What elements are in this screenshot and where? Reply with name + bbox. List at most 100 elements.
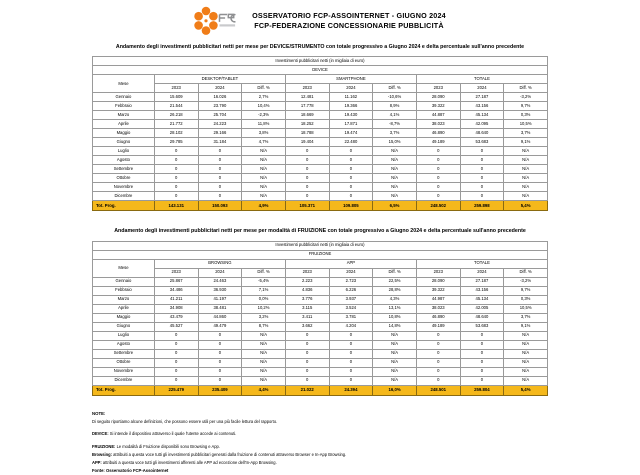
- total-cell: 5,4%: [503, 200, 548, 212]
- cell: 53.683: [459, 321, 505, 332]
- cell: N/A: [503, 330, 548, 341]
- section1-total-row: Tot. Prog. 143.131 150.093 4,9% 105.371 …: [92, 200, 548, 212]
- cell: 3.411: [284, 312, 330, 323]
- cell: 0: [284, 339, 330, 350]
- cell: 0: [415, 366, 461, 377]
- cell: 0: [197, 173, 243, 184]
- section2-sub-1-0: 2023: [284, 267, 330, 278]
- section1-sub-2-1: 2024: [459, 83, 505, 94]
- row-label: Febbraio: [92, 101, 155, 112]
- cell: 0: [197, 155, 243, 166]
- cell: 0: [459, 164, 505, 175]
- section2-sub-2-1: 2024: [459, 267, 505, 278]
- table-row: Settembre 0 0 N/A 0 0 N/A 0 0 N/A: [92, 164, 548, 175]
- cell: 38.023: [415, 119, 461, 130]
- cell: 0: [153, 182, 199, 193]
- section2-colgroup-1: APP: [284, 258, 417, 269]
- row-label: Marzo: [92, 110, 155, 121]
- note-browsing-term: Browsing:: [92, 451, 113, 457]
- cell: 0: [328, 155, 374, 166]
- cell: 0: [153, 173, 199, 184]
- cell: 24.463: [197, 276, 243, 287]
- table-row: Giugno 45.527 49.479 8,7% 3.662 4.204 14…: [92, 321, 548, 332]
- cell: 9,7%: [503, 101, 548, 112]
- section1-subheader-row: 2023 2024 Diff. % 2023 2024 Diff. % 2023…: [93, 83, 548, 94]
- cell: 0: [284, 191, 330, 202]
- cell: N/A: [241, 357, 286, 368]
- cell: 0,0%: [241, 294, 286, 305]
- cell: 11,8%: [241, 119, 286, 130]
- note-browsing: Browsing: attribuiti a questa voce tutti…: [92, 451, 548, 459]
- cell: 9,1%: [503, 137, 548, 148]
- cell: 25.704: [197, 110, 243, 121]
- section2-subheader-row: 2023 2024 Diff. % 2023 2024 Diff. % 2023…: [93, 267, 548, 278]
- table-row: Febbraio 21.544 23.790 10,4% 17.778 19.3…: [92, 101, 548, 112]
- section2-sub-0-2: Diff. %: [241, 267, 286, 278]
- cell: N/A: [241, 366, 286, 377]
- cell: 0: [328, 339, 374, 350]
- cell: 0: [459, 339, 505, 350]
- cell: 11.162: [328, 92, 374, 103]
- cell: 0,3%: [503, 294, 548, 305]
- section2-caption: Andamento degli investimenti pubblicitar…: [114, 228, 526, 235]
- cell: N/A: [372, 173, 417, 184]
- cell: 0: [415, 375, 461, 386]
- cell: N/A: [372, 182, 417, 193]
- cell: 27.187: [459, 92, 505, 103]
- note-app-term: APP:: [92, 459, 102, 465]
- cell: 0: [153, 330, 199, 341]
- table-row: Giugno 29.785 31.184 4,7% 19.404 22.480 …: [92, 137, 548, 148]
- note-device: DEVICE: Si intende il dispositivo attrav…: [92, 430, 548, 438]
- cell: 6.226: [328, 285, 374, 296]
- row-label: Settembre: [92, 348, 155, 359]
- cell: N/A: [503, 366, 548, 377]
- total-label: Tot. Prog.: [92, 200, 155, 212]
- table-row: Maggio 28.102 29.166 3,8% 18.788 19.474 …: [92, 128, 548, 139]
- cell: N/A: [241, 155, 286, 166]
- cell: 15.609: [153, 92, 199, 103]
- cell: 18.252: [284, 119, 330, 130]
- table-row: Ottobre 0 0 N/A 0 0 N/A 0 0 N/A: [92, 173, 548, 184]
- page-header: OSSERVATORIO FCP-ASSOINTERNET - GIUGNO 2…: [0, 0, 640, 36]
- cell: 0: [153, 375, 199, 386]
- row-label: Giugno: [92, 321, 155, 332]
- cell: 3.662: [284, 321, 330, 332]
- cell: 39.322: [415, 285, 461, 296]
- cell: 0: [197, 146, 243, 157]
- cell: N/A: [372, 155, 417, 166]
- cell: 23.790: [197, 101, 243, 112]
- total-cell: 6,5%: [372, 200, 417, 212]
- fonte-line: Fonte: Osservatorio FCP-Assointernet: [92, 467, 169, 473]
- cell: N/A: [372, 366, 417, 377]
- cell: 48.640: [459, 312, 505, 323]
- section1-group-title: DEVICE: [92, 65, 548, 76]
- row-label: Ottobre: [92, 357, 155, 368]
- section1-sub-0-2: Diff. %: [241, 83, 286, 94]
- cell: N/A: [503, 375, 548, 386]
- cell: 4.204: [328, 321, 374, 332]
- cell: 0: [328, 191, 374, 202]
- table-row: Novembre 0 0 N/A 0 0 N/A 0 0 N/A: [92, 366, 548, 377]
- cell: N/A: [241, 339, 286, 350]
- notes-intro: Di seguito riportiamo alcune definizioni…: [92, 418, 278, 424]
- cell: 0: [328, 146, 374, 157]
- cell: N/A: [241, 164, 286, 175]
- total-cell: 105.371: [284, 200, 330, 212]
- cell: 27.187: [459, 276, 505, 287]
- cell: 28.102: [153, 128, 199, 139]
- section2-sub-1-1: 2024: [328, 267, 374, 278]
- cell: 0: [197, 348, 243, 359]
- cell: N/A: [372, 146, 417, 157]
- cell: 0: [328, 164, 374, 175]
- cell: 0: [415, 348, 461, 359]
- cell: 0: [328, 330, 374, 341]
- cell: 0: [459, 182, 505, 193]
- cell: N/A: [241, 348, 286, 359]
- cell: N/A: [372, 339, 417, 350]
- section2-sub-2-0: 2023: [415, 267, 461, 278]
- cell: 0: [153, 366, 199, 377]
- table-row: Maggio 43.479 44.860 3,2% 3.411 3.781 10…: [92, 312, 548, 323]
- cell: 0: [153, 357, 199, 368]
- cell: 0: [415, 191, 461, 202]
- cell: 48.640: [459, 128, 505, 139]
